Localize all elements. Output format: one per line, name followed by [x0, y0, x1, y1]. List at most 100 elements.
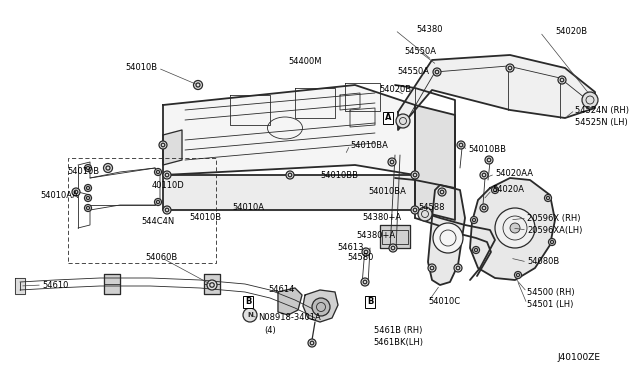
Text: 54020AA: 54020AA [495, 170, 533, 179]
Circle shape [72, 188, 80, 196]
Text: 54524N (RH): 54524N (RH) [575, 106, 629, 115]
Polygon shape [428, 185, 465, 285]
Circle shape [454, 264, 462, 272]
Circle shape [433, 223, 463, 253]
Polygon shape [415, 105, 455, 220]
Polygon shape [398, 55, 595, 130]
Circle shape [433, 68, 441, 76]
Circle shape [207, 280, 217, 290]
Bar [68, 158, 216, 263]
Circle shape [495, 208, 535, 248]
Circle shape [506, 64, 514, 72]
Circle shape [163, 206, 171, 214]
Circle shape [492, 186, 499, 193]
Text: 54400M: 54400M [288, 58, 322, 67]
Text: 54525N (LH): 54525N (LH) [575, 118, 628, 126]
Text: 54380+A: 54380+A [356, 231, 395, 240]
Text: A: A [385, 113, 391, 122]
Circle shape [470, 217, 477, 224]
Text: 544C4N: 544C4N [141, 218, 175, 227]
Text: 54550A: 54550A [397, 67, 429, 77]
Text: 54010BA: 54010BA [350, 141, 388, 150]
Circle shape [582, 92, 598, 108]
Circle shape [388, 158, 396, 166]
Circle shape [362, 248, 370, 256]
Polygon shape [303, 290, 338, 322]
Text: 54010A: 54010A [232, 203, 264, 212]
Polygon shape [278, 288, 302, 315]
Text: 54580: 54580 [347, 253, 373, 263]
Text: N08918-3401A: N08918-3401A [258, 314, 321, 323]
Polygon shape [470, 178, 555, 280]
Polygon shape [380, 225, 410, 248]
Circle shape [159, 141, 167, 149]
Circle shape [457, 141, 465, 149]
Circle shape [411, 206, 419, 214]
Circle shape [286, 171, 294, 179]
Circle shape [418, 207, 432, 221]
Circle shape [389, 244, 397, 252]
Text: N: N [247, 312, 253, 318]
Circle shape [510, 223, 520, 233]
Circle shape [545, 195, 552, 202]
Circle shape [472, 247, 479, 253]
Text: 54010BB: 54010BB [320, 170, 358, 180]
Circle shape [154, 199, 161, 205]
Circle shape [308, 339, 316, 347]
Polygon shape [104, 274, 120, 294]
Circle shape [84, 195, 92, 202]
Text: 54060B: 54060B [146, 253, 178, 263]
Text: 54550A: 54550A [404, 48, 436, 57]
Circle shape [84, 205, 92, 212]
Text: 54380: 54380 [417, 26, 444, 35]
Circle shape [485, 156, 493, 164]
Circle shape [361, 278, 369, 286]
Text: 54010AA: 54010AA [40, 192, 78, 201]
Text: 54610: 54610 [42, 280, 68, 289]
Text: 54500 (RH): 54500 (RH) [527, 288, 575, 296]
Circle shape [480, 171, 488, 179]
Circle shape [104, 164, 113, 173]
Text: (4): (4) [264, 326, 276, 334]
Circle shape [193, 80, 202, 90]
Text: 54020B: 54020B [379, 86, 411, 94]
Text: 5461BK(LH): 5461BK(LH) [373, 337, 423, 346]
Polygon shape [163, 130, 182, 165]
Text: 20596X (RH): 20596X (RH) [527, 214, 580, 222]
Circle shape [163, 171, 171, 179]
Text: 54010BB: 54010BB [468, 145, 506, 154]
Polygon shape [15, 278, 25, 294]
Circle shape [411, 171, 419, 179]
Circle shape [154, 169, 161, 176]
Text: 54010B: 54010B [126, 64, 158, 73]
Circle shape [84, 164, 92, 171]
Polygon shape [204, 274, 220, 294]
Circle shape [515, 272, 522, 279]
Circle shape [438, 188, 446, 196]
Polygon shape [163, 85, 415, 175]
Circle shape [312, 298, 330, 316]
Text: B: B [367, 298, 373, 307]
Text: 54380+A: 54380+A [362, 212, 401, 221]
Text: 54010B: 54010B [189, 214, 221, 222]
Text: 54501 (LH): 54501 (LH) [527, 299, 573, 308]
Text: B: B [245, 298, 251, 307]
Text: 40110D: 40110D [152, 180, 185, 189]
Text: 5461B (RH): 5461B (RH) [374, 326, 422, 334]
Text: J40100ZE: J40100ZE [557, 353, 600, 362]
Text: 54010BA: 54010BA [368, 187, 406, 196]
Text: 54613: 54613 [337, 243, 364, 251]
Text: 54588: 54588 [418, 202, 445, 212]
Text: 54614: 54614 [268, 285, 294, 295]
Circle shape [396, 114, 410, 128]
Text: 20596XA(LH): 20596XA(LH) [527, 225, 582, 234]
Circle shape [558, 76, 566, 84]
Circle shape [84, 185, 92, 192]
Circle shape [243, 308, 257, 322]
Text: 54080B: 54080B [527, 257, 559, 266]
Text: 54020A: 54020A [492, 186, 524, 195]
Circle shape [480, 204, 488, 212]
Text: 54010B: 54010B [68, 167, 100, 176]
Text: 54010C: 54010C [428, 298, 460, 307]
Circle shape [428, 264, 436, 272]
